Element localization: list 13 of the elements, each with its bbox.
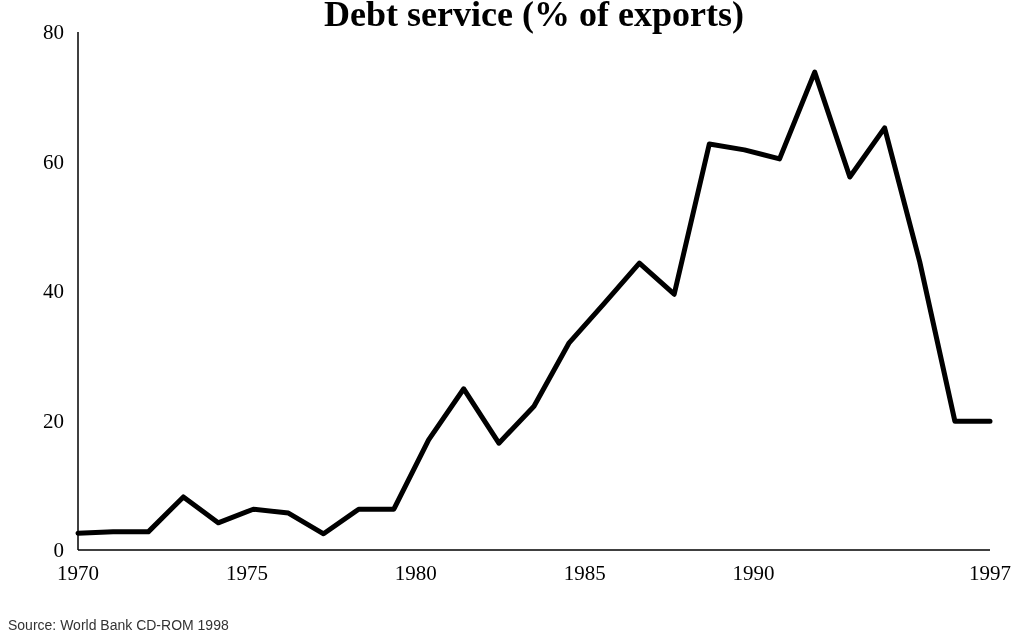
x-tick-label: 1970 — [57, 561, 99, 585]
x-tick-label: 1985 — [563, 561, 606, 585]
y-tick-label: 0 — [53, 538, 64, 563]
y-tick-label: 40 — [43, 279, 64, 304]
y-tick-label: 60 — [43, 149, 64, 174]
source-note: Source: World Bank CD-ROM 1998 — [8, 617, 229, 633]
x-tick-label: 1980 — [394, 561, 437, 585]
y-tick-label: 80 — [43, 20, 64, 45]
x-tick-label: 1997 — [969, 561, 1011, 585]
chart-title: Debt service (% of exports) — [324, 0, 744, 34]
x-tick-label: 1990 — [732, 561, 775, 585]
x-tick-label: 1975 — [225, 561, 268, 585]
y-tick-label: 20 — [43, 408, 64, 433]
